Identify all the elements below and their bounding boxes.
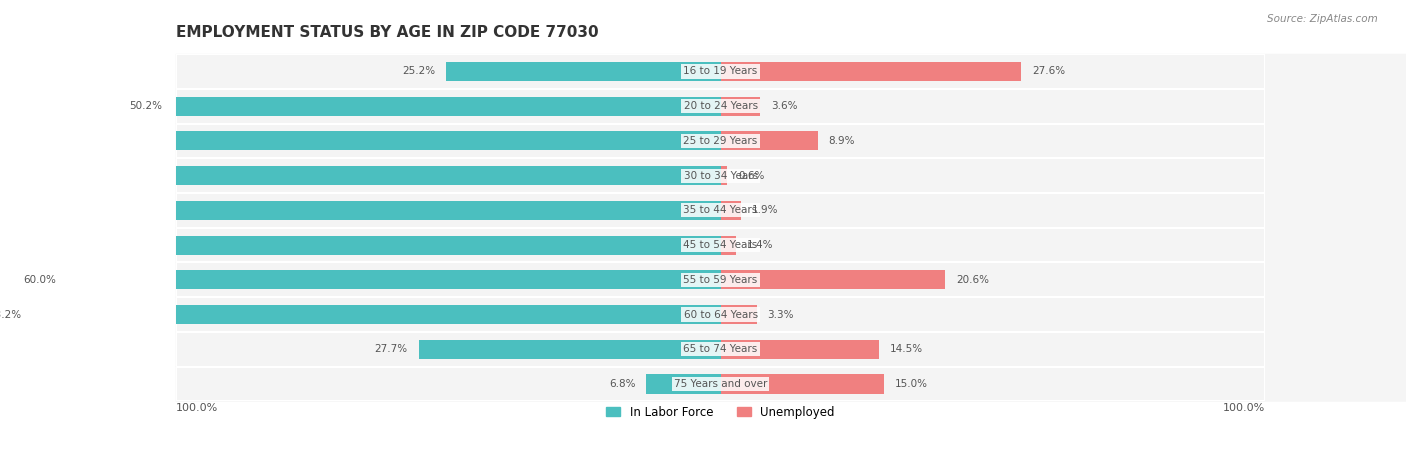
Text: 14.5%: 14.5% xyxy=(890,344,922,354)
Bar xyxy=(721,340,879,359)
Bar xyxy=(721,97,759,116)
Text: 100.0%: 100.0% xyxy=(1223,403,1265,413)
Text: 60.0%: 60.0% xyxy=(22,275,56,285)
Bar xyxy=(176,158,1265,193)
Bar xyxy=(721,305,756,324)
FancyBboxPatch shape xyxy=(176,88,1406,124)
Bar xyxy=(0,235,721,255)
Text: 65 to 74 Years: 65 to 74 Years xyxy=(683,344,758,354)
Bar xyxy=(647,374,721,394)
Bar xyxy=(176,228,1265,262)
Text: 3.3%: 3.3% xyxy=(768,309,794,320)
Text: 25.2%: 25.2% xyxy=(402,66,434,77)
Text: 20.6%: 20.6% xyxy=(956,275,988,285)
Bar xyxy=(176,297,1265,332)
Bar xyxy=(721,374,884,394)
Bar xyxy=(721,235,735,255)
Text: 1.4%: 1.4% xyxy=(747,240,773,250)
Text: 3.6%: 3.6% xyxy=(770,101,797,111)
Text: 55 to 59 Years: 55 to 59 Years xyxy=(683,275,758,285)
Bar xyxy=(0,131,721,151)
Text: 75 Years and over: 75 Years and over xyxy=(673,379,768,389)
Bar xyxy=(721,270,945,290)
Text: 30 to 34 Years: 30 to 34 Years xyxy=(683,170,758,181)
Text: 8.9%: 8.9% xyxy=(828,136,855,146)
Text: 27.7%: 27.7% xyxy=(375,344,408,354)
Legend: In Labor Force, Unemployed: In Labor Force, Unemployed xyxy=(602,401,839,423)
Bar xyxy=(446,62,721,81)
Bar xyxy=(721,62,1021,81)
Bar xyxy=(176,89,1265,124)
Bar xyxy=(0,201,721,220)
Text: 100.0%: 100.0% xyxy=(176,403,218,413)
FancyBboxPatch shape xyxy=(176,158,1406,193)
FancyBboxPatch shape xyxy=(176,262,1406,298)
Text: 25 to 29 Years: 25 to 29 Years xyxy=(683,136,758,146)
Text: 16 to 19 Years: 16 to 19 Years xyxy=(683,66,758,77)
Text: 45 to 54 Years: 45 to 54 Years xyxy=(683,240,758,250)
FancyBboxPatch shape xyxy=(176,54,1406,89)
Text: 15.0%: 15.0% xyxy=(896,379,928,389)
Bar xyxy=(721,166,727,185)
FancyBboxPatch shape xyxy=(176,227,1406,263)
Bar xyxy=(176,54,1265,89)
Bar xyxy=(176,367,1265,401)
Text: 35 to 44 Years: 35 to 44 Years xyxy=(683,205,758,216)
Bar xyxy=(32,305,721,324)
Text: 63.2%: 63.2% xyxy=(0,309,21,320)
Text: 20 to 24 Years: 20 to 24 Years xyxy=(683,101,758,111)
Text: EMPLOYMENT STATUS BY AGE IN ZIP CODE 77030: EMPLOYMENT STATUS BY AGE IN ZIP CODE 770… xyxy=(176,25,599,41)
FancyBboxPatch shape xyxy=(176,123,1406,159)
FancyBboxPatch shape xyxy=(176,193,1406,228)
Bar xyxy=(176,124,1265,158)
FancyBboxPatch shape xyxy=(176,297,1406,332)
Bar xyxy=(0,166,721,185)
FancyBboxPatch shape xyxy=(176,331,1406,367)
Text: 50.2%: 50.2% xyxy=(129,101,163,111)
Bar xyxy=(173,97,721,116)
Bar xyxy=(419,340,721,359)
Text: 27.6%: 27.6% xyxy=(1032,66,1066,77)
Bar xyxy=(721,201,741,220)
Bar xyxy=(66,270,721,290)
Text: 60 to 64 Years: 60 to 64 Years xyxy=(683,309,758,320)
Text: 1.9%: 1.9% xyxy=(752,205,779,216)
Text: 6.8%: 6.8% xyxy=(609,379,636,389)
Text: Source: ZipAtlas.com: Source: ZipAtlas.com xyxy=(1267,14,1378,23)
Bar xyxy=(176,193,1265,228)
Bar xyxy=(721,131,817,151)
Bar xyxy=(176,262,1265,297)
Text: 0.6%: 0.6% xyxy=(738,170,765,181)
Bar xyxy=(176,332,1265,367)
FancyBboxPatch shape xyxy=(176,366,1406,402)
